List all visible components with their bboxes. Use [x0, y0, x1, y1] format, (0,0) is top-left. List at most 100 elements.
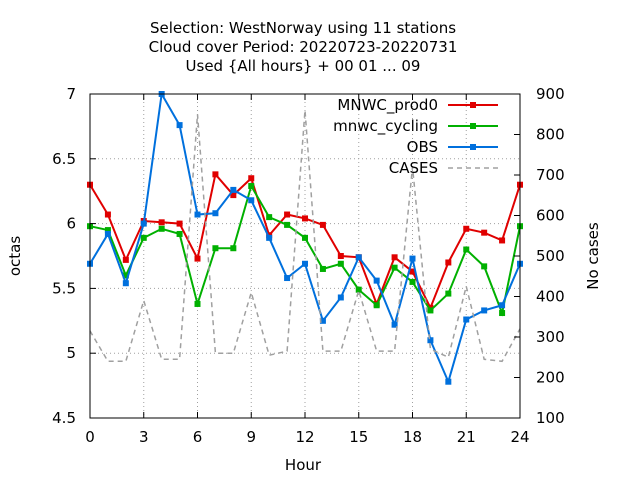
data-point [427, 307, 434, 314]
data-point [230, 192, 237, 199]
x-tick-label: 21 [457, 428, 476, 446]
data-point [427, 337, 434, 344]
title-line: Used {All hours} + 00 01 ... 09 [186, 57, 421, 75]
series-layer [87, 90, 523, 385]
data-point [176, 122, 183, 129]
legend-label: CASES [389, 159, 438, 177]
data-point [230, 245, 237, 252]
data-point [104, 227, 111, 234]
data-point [230, 186, 237, 193]
data-point [122, 256, 129, 263]
data-point [284, 221, 291, 228]
data-point [212, 245, 219, 252]
data-point [104, 230, 111, 237]
data-point [194, 255, 201, 262]
data-point [266, 214, 273, 221]
data-point [373, 302, 380, 309]
y-tick-label: 5 [66, 344, 76, 362]
x-tick-label: 18 [403, 428, 422, 446]
data-point [391, 321, 398, 328]
x-tick-label: 12 [295, 428, 314, 446]
data-point [248, 197, 255, 204]
data-point [248, 183, 255, 190]
title-line: Selection: WestNorway using 11 stations [150, 19, 456, 37]
chart-title: Selection: WestNorway using 11 stationsC… [149, 19, 458, 75]
data-point [337, 260, 344, 267]
data-point [391, 264, 398, 271]
data-point [481, 263, 488, 270]
legend-label: MNWC_prod0 [337, 96, 438, 115]
axis-ticks: 0 3 6 9 12 15 18 21 24 4.5 5 5.5 6 6.5 7 100 200 300 400 50… [52, 85, 565, 446]
data-point [445, 290, 452, 297]
legend-label: OBS [407, 138, 438, 156]
x-tick-label: 0 [85, 428, 95, 446]
data-point [266, 234, 273, 241]
data-point [337, 294, 344, 301]
y2-tick-label: 500 [536, 247, 565, 265]
y2-axis-label: No cases [584, 222, 602, 290]
y-tick-label: 7 [66, 85, 76, 103]
data-point [212, 210, 219, 217]
data-point [158, 219, 165, 226]
legend-marker [470, 123, 476, 129]
y2-tick-label: 100 [536, 409, 565, 427]
y2-tick-label: 400 [536, 288, 565, 306]
x-tick-label: 9 [246, 428, 256, 446]
data-point [302, 260, 308, 267]
data-point [463, 246, 470, 253]
data-point [122, 272, 129, 279]
y-axis-label: octas [6, 236, 24, 276]
data-point [212, 171, 219, 178]
data-point [319, 317, 326, 324]
data-point [373, 277, 380, 284]
x-tick-label: 15 [349, 428, 368, 446]
data-point [463, 316, 470, 323]
data-point [499, 302, 506, 309]
data-point [122, 280, 129, 287]
data-point [391, 254, 398, 261]
data-point [409, 255, 416, 262]
x-tick-label: 6 [193, 428, 203, 446]
y2-tick-label: 300 [536, 328, 565, 346]
data-point [499, 310, 506, 317]
data-point [499, 237, 506, 244]
data-point [481, 229, 488, 236]
data-point [284, 211, 291, 218]
x-tick-label: 24 [510, 428, 529, 446]
data-point [319, 265, 326, 272]
data-point [140, 234, 147, 241]
x-axis-label: Hour [285, 456, 322, 474]
data-point [104, 211, 111, 218]
legend: MNWC_prod0 mnwc_cycling OBS CASES [333, 96, 498, 177]
legend-marker [470, 102, 476, 108]
data-point [463, 225, 470, 232]
title-line: Cloud cover Period: 20220723-20220731 [149, 38, 458, 56]
data-point [176, 220, 183, 227]
data-point [481, 307, 488, 314]
y-tick-label: 6 [66, 215, 76, 233]
data-point [284, 275, 291, 282]
data-point [194, 211, 201, 218]
data-point [409, 278, 416, 285]
y2-tick-label: 200 [536, 369, 565, 387]
data-point [319, 221, 326, 228]
legend-marker [470, 144, 476, 150]
x-tick-label: 3 [139, 428, 149, 446]
data-point [176, 230, 183, 237]
legend-label: mnwc_cycling [333, 117, 438, 136]
data-point [302, 234, 308, 241]
data-point [355, 286, 362, 293]
y2-tick-label: 700 [536, 166, 565, 184]
y2-tick-label: 900 [536, 85, 565, 103]
y2-tick-label: 800 [536, 126, 565, 144]
y2-tick-label: 600 [536, 207, 565, 225]
data-point [248, 175, 255, 182]
data-point [158, 225, 165, 232]
data-point [355, 254, 362, 261]
data-point [445, 378, 452, 385]
y-tick-label: 6.5 [52, 150, 76, 168]
data-point [140, 220, 147, 227]
data-point [337, 253, 344, 259]
